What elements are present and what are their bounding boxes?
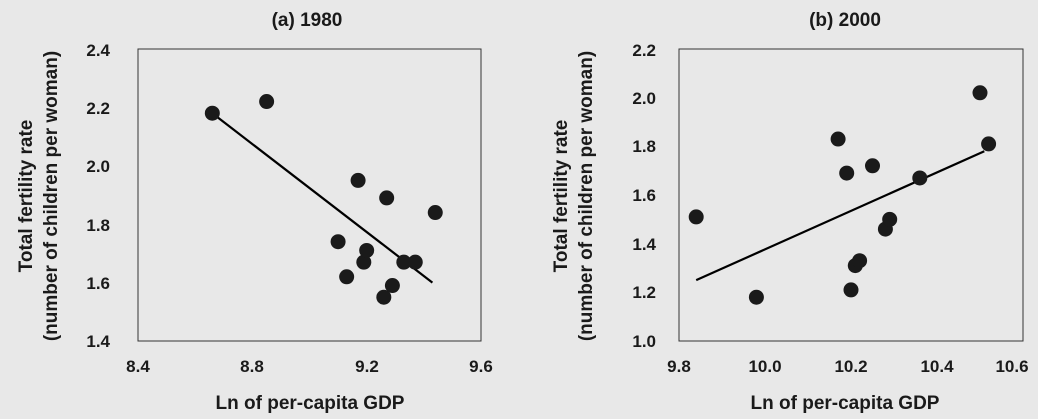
- trend-line: [211, 112, 434, 284]
- plot-area-frame: [137, 48, 482, 342]
- chart-title: (a) 1980: [272, 10, 343, 31]
- data-point: [384, 278, 400, 294]
- y-tick-label: 2.0: [86, 157, 110, 176]
- y-tick-labels: 1.0 1.2 1.4 1.6 1.8 2.0 2.2: [632, 41, 656, 351]
- data-point: [972, 85, 988, 101]
- data-point: [376, 289, 392, 305]
- x-tick-label: 8.8: [240, 357, 264, 376]
- data-point: [843, 282, 859, 298]
- x-axis-label: Ln of per-capita GDP: [216, 393, 405, 414]
- x-tick-label: 9.8: [667, 357, 691, 376]
- chart-panel-2000: (b) 2000 Total fertility rate (number of…: [551, 10, 1029, 414]
- y-tick-label: 1.0: [632, 332, 656, 351]
- x-tick-label: 9.2: [355, 357, 379, 376]
- y-tick-label: 1.4: [86, 332, 110, 351]
- y-tick-label: 1.4: [632, 235, 656, 254]
- data-point: [865, 158, 880, 174]
- data-marks: [688, 85, 997, 305]
- data-point: [356, 254, 372, 270]
- data-point: [259, 94, 275, 110]
- data-point: [204, 105, 220, 121]
- data-point: [379, 190, 395, 206]
- x-tick-label: 10.6: [995, 357, 1028, 376]
- chart-title: (b) 2000: [809, 10, 881, 31]
- y-tick-label: 1.8: [86, 216, 110, 235]
- y-axis-label-line-1: Total fertility rate: [16, 120, 37, 273]
- data-point: [339, 269, 355, 285]
- y-tick-label: 2.2: [86, 99, 110, 118]
- data-point: [748, 289, 764, 305]
- y-tick-label: 2.0: [632, 89, 656, 108]
- data-point: [688, 209, 704, 225]
- x-tick-label: 10.4: [920, 357, 954, 376]
- data-point: [882, 211, 898, 227]
- x-tick-label: 10.2: [834, 357, 867, 376]
- x-axis-label: Ln of per-capita GDP: [751, 393, 940, 414]
- y-axis-label-line-1: Total fertility rate: [551, 120, 572, 273]
- x-tick-label: 10.0: [748, 357, 781, 376]
- y-axis-label-line-2: (number of children per woman): [41, 51, 62, 341]
- y-tick-labels: 1.4 1.6 1.8 2.0 2.2 2.4: [86, 41, 110, 351]
- plot-area-frame: [678, 48, 1024, 342]
- data-point: [830, 131, 846, 147]
- x-tick-label: 8.4: [126, 357, 150, 376]
- y-tick-label: 1.8: [632, 137, 656, 156]
- y-axis-label-line-2: (number of children per woman): [576, 51, 597, 341]
- y-tick-label: 1.6: [632, 186, 656, 205]
- data-point: [359, 242, 375, 258]
- chart-panel-1980: (a) 1980 Total fertility rate (number of…: [16, 10, 493, 414]
- x-tick-labels: 8.4 8.8 9.2 9.6: [126, 357, 493, 376]
- data-point: [912, 170, 928, 186]
- data-point: [330, 234, 346, 250]
- trend-line: [695, 150, 985, 282]
- x-tick-label: 9.6: [469, 357, 493, 376]
- data-point: [981, 136, 997, 152]
- data-point: [427, 205, 443, 221]
- data-point: [350, 172, 366, 188]
- y-tick-label: 2.2: [632, 41, 656, 60]
- data-point: [407, 254, 423, 270]
- data-marks: [204, 94, 443, 305]
- y-tick-label: 2.4: [86, 41, 110, 60]
- data-point: [396, 254, 412, 270]
- y-tick-label: 1.6: [86, 274, 110, 293]
- data-point: [839, 165, 855, 181]
- y-tick-label: 1.2: [632, 283, 656, 302]
- data-point: [852, 253, 868, 269]
- x-tick-labels: 9.8 10.0 10.2 10.4 10.6: [667, 357, 1028, 376]
